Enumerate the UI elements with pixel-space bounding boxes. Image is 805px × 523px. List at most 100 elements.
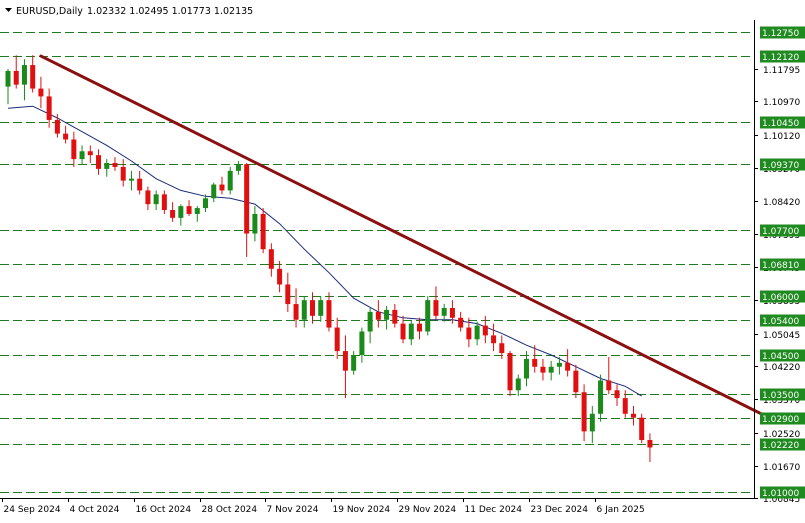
candle-body <box>334 327 340 352</box>
candle-body <box>359 331 365 355</box>
bull-candle <box>318 296 324 322</box>
candles-layer <box>5 55 653 462</box>
bull-candle <box>194 206 200 222</box>
level-label: 1.02900 <box>762 415 799 425</box>
bull-candle <box>515 374 521 397</box>
time-tick-label: 6 Jan 2025 <box>597 505 645 515</box>
candle-body <box>425 300 431 332</box>
candle-body <box>30 65 36 89</box>
candle-body <box>293 304 299 320</box>
price-tick-label: 1.03370 <box>763 396 800 406</box>
candle-body <box>392 309 398 324</box>
level-label: 1.12120 <box>762 53 799 63</box>
candle-body <box>499 343 505 354</box>
chart-header: EURUSD,Daily 1.02332 1.02495 1.01773 1.0… <box>5 6 253 17</box>
downtrend-line <box>39 54 767 418</box>
candle-body <box>244 164 250 234</box>
candle-body <box>548 366 554 373</box>
bear-candle <box>13 55 19 89</box>
price-tick-label: 1.02520 <box>763 430 800 440</box>
bear-candle <box>63 125 69 144</box>
bear-candle <box>145 186 151 211</box>
triangle-down-icon[interactable] <box>5 8 12 12</box>
candle-body <box>367 311 373 332</box>
candle-body <box>178 206 184 218</box>
symbol-label: EURUSD,Daily <box>16 6 83 17</box>
candle-body <box>63 133 69 140</box>
bull-candle <box>252 206 258 242</box>
bull-candle <box>104 159 110 177</box>
candle-body <box>194 208 200 214</box>
bear-candle <box>260 208 266 254</box>
candle-body <box>79 151 85 160</box>
candle-body <box>145 190 151 205</box>
bear-candle <box>277 260 283 293</box>
candle-body <box>556 362 562 367</box>
ohlc-readout: 1.02332 1.02495 1.01773 1.02135 <box>87 6 253 17</box>
level-label: 1.10450 <box>762 119 799 129</box>
candle-body <box>268 249 274 269</box>
bull-candle <box>5 68 11 105</box>
bear-candle <box>491 323 497 352</box>
bear-candle <box>458 311 464 332</box>
bull-candle <box>227 166 233 195</box>
candle-body <box>400 323 406 340</box>
bear-candle <box>417 317 422 340</box>
bull-candle <box>474 321 480 346</box>
time-tick-label: 24 Sep 2024 <box>4 505 61 515</box>
bear-candle <box>120 159 126 187</box>
level-label-box <box>760 26 805 39</box>
bull-candle <box>408 319 414 346</box>
bull-candle <box>235 161 241 175</box>
candle-body <box>252 213 258 234</box>
bear-candle <box>647 433 653 462</box>
candle-body <box>589 413 595 432</box>
level-label: 1.05400 <box>762 317 799 327</box>
candle-body <box>326 300 332 328</box>
price-tick-label: 1.11795 <box>763 66 800 76</box>
level-label-box <box>760 314 805 327</box>
candle-body <box>38 88 44 97</box>
bear-candle <box>137 170 143 195</box>
bear-candle <box>112 157 118 171</box>
bull-candle <box>153 190 159 211</box>
level-label-box <box>760 224 805 237</box>
candle-body <box>186 206 192 214</box>
time-tick-label: 11 Dec 2024 <box>465 505 523 515</box>
candle-body <box>128 178 134 181</box>
bear-candle <box>375 300 381 328</box>
bear-candle <box>433 286 439 320</box>
bear-candle <box>170 202 176 222</box>
time-tick-label: 29 Nov 2024 <box>399 505 457 515</box>
bear-candle <box>71 131 77 167</box>
candle-body <box>523 358 529 379</box>
bear-candle <box>96 149 102 175</box>
bear-candle <box>606 356 612 395</box>
bull-candle <box>351 351 357 375</box>
level-label-box <box>760 412 805 425</box>
level-label-box <box>760 258 805 271</box>
candle-body <box>351 354 357 371</box>
candle-body <box>598 380 604 414</box>
bull-candle <box>384 306 390 330</box>
candle-body <box>573 370 579 393</box>
price-tick-label: 1.10120 <box>763 132 800 142</box>
candle-body <box>104 163 110 169</box>
candle-body <box>433 300 439 316</box>
candle-body <box>375 311 381 320</box>
level-label: 1.02220 <box>762 441 799 451</box>
candle-body <box>639 417 645 441</box>
bear-candle <box>507 351 513 397</box>
level-label: 1.07700 <box>762 227 799 237</box>
candle-body <box>235 164 241 171</box>
level-label-box <box>760 290 805 303</box>
candle-body <box>96 155 102 169</box>
bear-candle <box>540 358 546 381</box>
bear-candle <box>482 315 488 344</box>
candle-body <box>491 335 497 344</box>
price-tick-label: 1.08420 <box>763 198 800 208</box>
bull-candle <box>359 327 365 363</box>
bear-candle <box>310 292 316 324</box>
